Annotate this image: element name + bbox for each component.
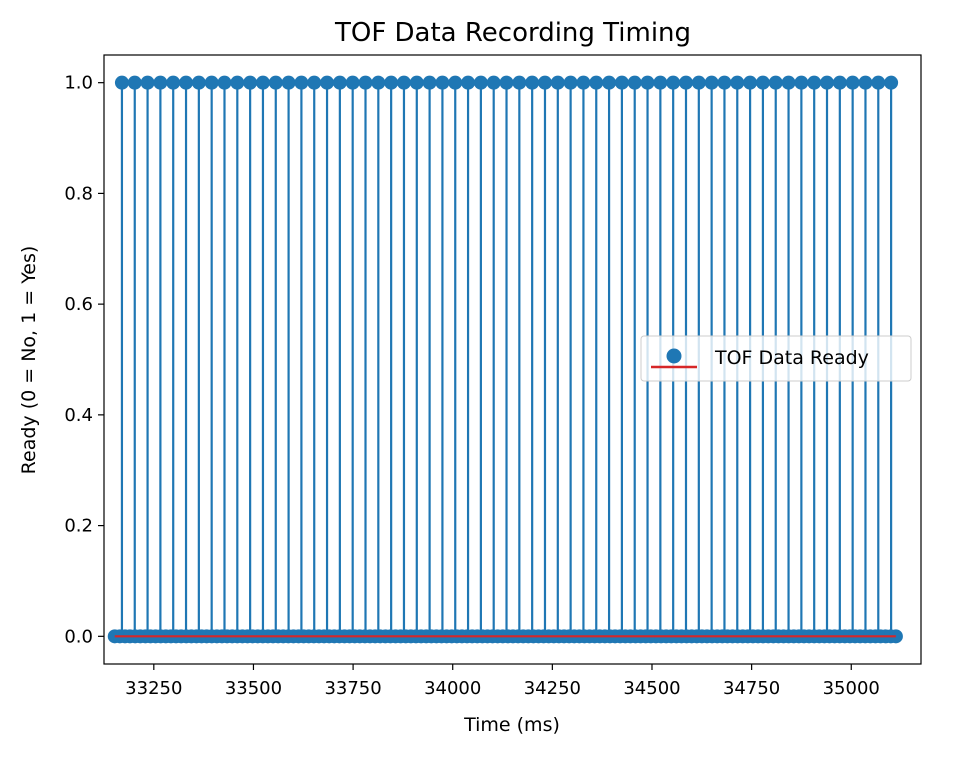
data-point	[781, 75, 796, 90]
x-tick-label: 33250	[125, 678, 182, 699]
data-point	[461, 75, 476, 90]
data-point	[858, 75, 873, 90]
data-point	[755, 75, 770, 90]
axes-frame	[103, 54, 922, 665]
data-point	[422, 75, 437, 90]
data-point	[820, 75, 835, 90]
data-point	[307, 75, 322, 90]
data-point	[332, 75, 347, 90]
data-point	[666, 75, 681, 90]
data-point	[179, 75, 194, 90]
data-point	[268, 75, 283, 90]
chart-title: TOF Data Recording Timing	[334, 18, 691, 48]
x-axis-label: Time (ms)	[463, 714, 560, 736]
data-point	[435, 75, 450, 90]
data-point	[602, 75, 617, 90]
x-tick-label: 33750	[324, 678, 381, 699]
data-point	[217, 75, 232, 90]
data-point	[114, 75, 129, 90]
x-axis: 33250 33500 33750 34000 34250 34500 34750 35000	[125, 664, 880, 699]
y-tick-label: 0.8	[64, 183, 93, 204]
data-point	[140, 75, 155, 90]
data-point	[294, 75, 309, 90]
data-point	[230, 75, 245, 90]
data-point	[255, 75, 270, 90]
data-point	[832, 75, 847, 90]
data-point	[794, 75, 809, 90]
data-point	[871, 75, 886, 90]
plot-area	[107, 75, 903, 644]
legend: TOF Data Ready	[640, 335, 912, 382]
data-point	[576, 75, 591, 90]
x-tick-label: 33500	[225, 678, 282, 699]
data-point	[499, 75, 514, 90]
data-point	[204, 75, 219, 90]
data-point	[563, 75, 578, 90]
x-tick-label: 34000	[424, 678, 481, 699]
x-tick-label: 34250	[524, 678, 581, 699]
data-point	[243, 75, 258, 90]
data-point	[320, 75, 335, 90]
y-tick-label: 0.6	[64, 294, 93, 315]
data-point	[191, 75, 206, 90]
y-tick-label: 0.2	[64, 516, 93, 537]
legend-label: TOF Data Ready	[714, 347, 869, 369]
data-point	[537, 75, 552, 90]
data-point	[730, 75, 745, 90]
y-axis: 0.0 0.2 0.4 0.6 0.8 1.0	[64, 73, 104, 647]
data-point	[384, 75, 399, 90]
data-point	[486, 75, 501, 90]
data-point	[589, 75, 604, 90]
data-point	[691, 75, 706, 90]
data-point	[127, 75, 142, 90]
data-point	[653, 75, 668, 90]
data-point	[358, 75, 373, 90]
data-point	[614, 75, 629, 90]
data-point	[743, 75, 758, 90]
data-point	[448, 75, 463, 90]
data-point	[807, 75, 822, 90]
data-point	[409, 75, 424, 90]
x-tick-label: 34750	[723, 678, 780, 699]
data-point	[281, 75, 296, 90]
y-axis-label: Ready (0 = No, 1 = Yes)	[18, 246, 40, 475]
legend-frame	[640, 335, 912, 382]
data-point	[473, 75, 488, 90]
legend-marker-swatch	[666, 348, 682, 364]
data-point	[550, 75, 565, 90]
data-point	[153, 75, 168, 90]
data-point	[166, 75, 181, 90]
data-point	[678, 75, 693, 90]
data-point	[768, 75, 783, 90]
data-point	[345, 75, 360, 90]
data-point	[525, 75, 540, 90]
data-point	[845, 75, 860, 90]
data-point	[627, 75, 642, 90]
data-point	[704, 75, 719, 90]
data-point	[396, 75, 411, 90]
data-point	[512, 75, 527, 90]
y-tick-label: 0.4	[64, 405, 93, 426]
y-tick-label: 1.0	[64, 73, 93, 94]
y-tick-label: 0.0	[64, 626, 93, 647]
data-point	[640, 75, 655, 90]
x-tick-label: 35000	[823, 678, 880, 699]
x-tick-label: 34500	[623, 678, 680, 699]
data-point	[717, 75, 732, 90]
data-point	[884, 75, 899, 90]
data-point	[371, 75, 386, 90]
